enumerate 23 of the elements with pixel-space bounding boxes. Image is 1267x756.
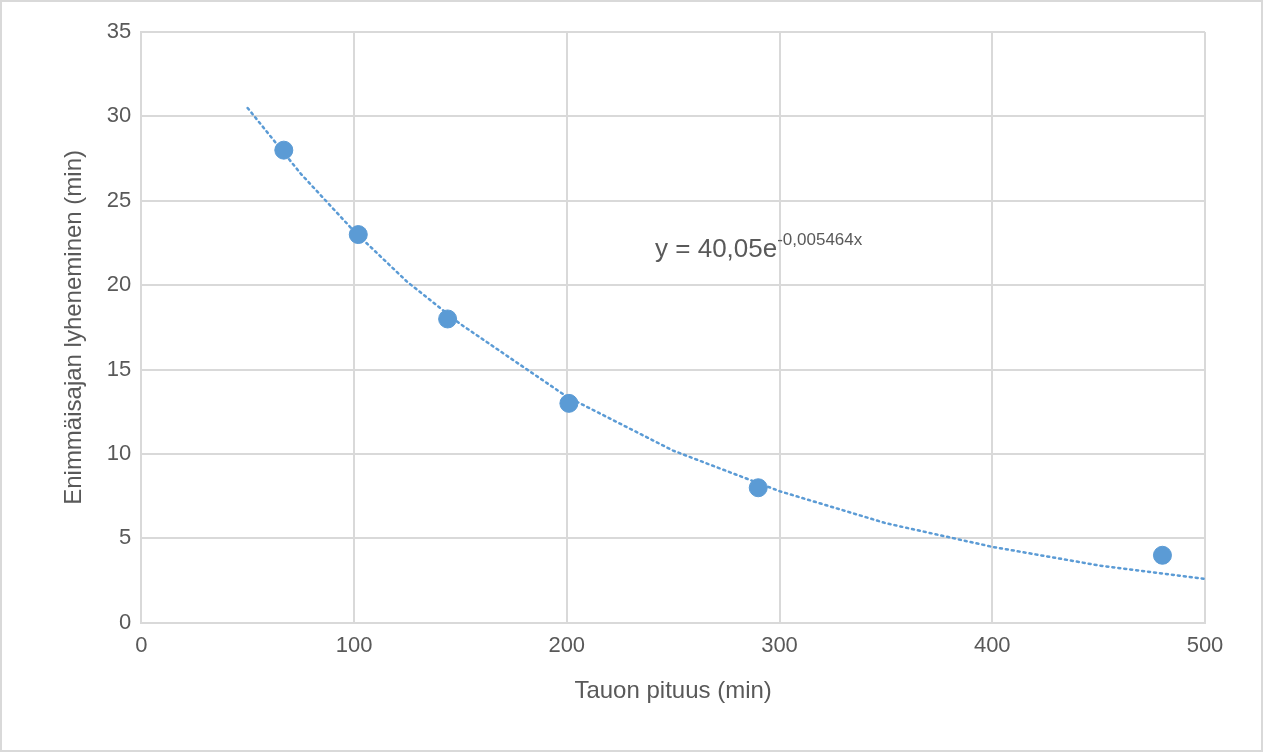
x-tick-label: 300 xyxy=(761,632,798,658)
point xyxy=(348,225,368,245)
x-tick-label: 200 xyxy=(548,632,586,658)
x-axis-title: Tauon pituus (min) xyxy=(574,676,772,704)
point xyxy=(274,140,294,160)
x-tick-label: 400 xyxy=(973,632,1011,658)
y-axis-title: Enimmäisajan lyheneminen (min) xyxy=(59,149,87,505)
y-tick-label: 15 xyxy=(106,355,132,381)
point xyxy=(748,478,768,498)
y-tick-label: 30 xyxy=(106,102,132,128)
x-tick-label: 500 xyxy=(1186,632,1224,658)
line-series xyxy=(246,106,1205,581)
point xyxy=(559,393,579,413)
y-tick-label: 20 xyxy=(106,271,132,297)
x-tick-label: 100 xyxy=(335,632,373,658)
y-tick-label: 10 xyxy=(106,440,132,466)
y-tick-label: 25 xyxy=(106,186,132,212)
point xyxy=(438,309,458,329)
point xyxy=(1152,545,1172,565)
y-tick-label: 5 xyxy=(119,524,132,550)
y-tick-label: 0 xyxy=(119,608,132,634)
x-tick-label: 0 xyxy=(135,632,148,658)
y-tick-label: 35 xyxy=(106,18,132,44)
